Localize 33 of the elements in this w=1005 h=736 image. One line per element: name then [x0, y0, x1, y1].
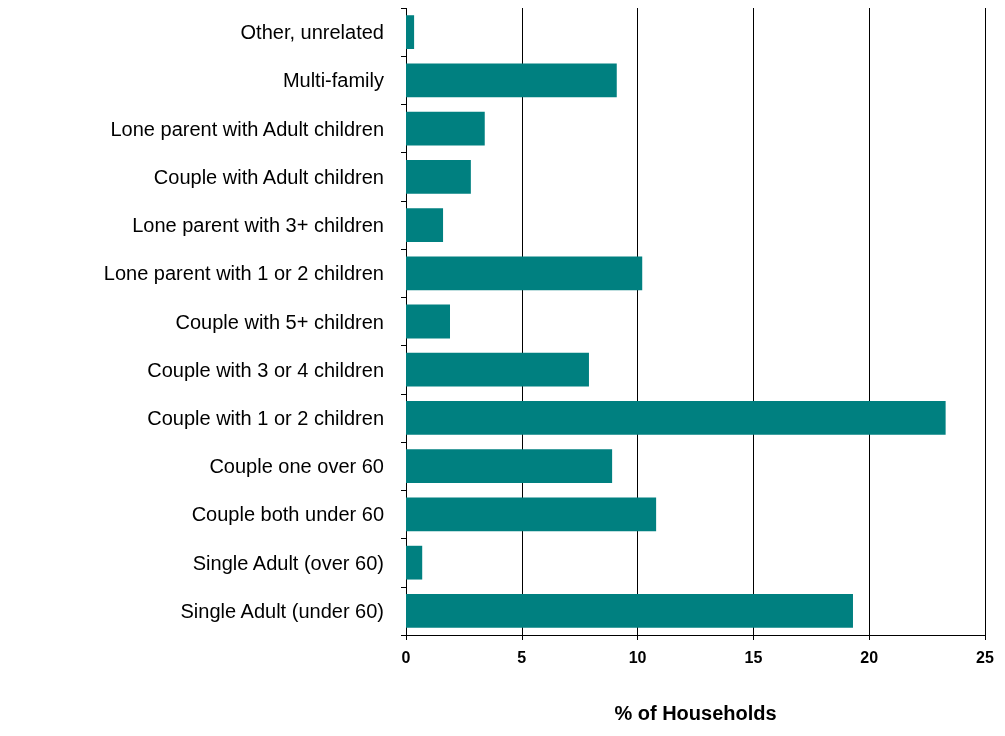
- y-tick-label: Couple both under 60: [191, 503, 384, 526]
- bar: [406, 497, 657, 532]
- x-tick-label: 25: [976, 648, 994, 666]
- x-tick-label: 0: [401, 648, 411, 666]
- bar: [406, 594, 853, 628]
- bar: [406, 401, 946, 435]
- y-tick-label: Lone parent with Adult children: [110, 117, 384, 140]
- bar: [406, 15, 415, 49]
- bar: [406, 159, 471, 194]
- bar: [406, 63, 617, 98]
- bar: [406, 111, 485, 146]
- y-tick-label: Single Adult (under 60): [180, 599, 384, 622]
- x-tick-label: 20: [860, 648, 879, 666]
- y-tick-label: Other, unrelated: [240, 21, 384, 44]
- x-axis-title: % of Households: [614, 702, 777, 724]
- y-tick-label: Couple one over 60: [209, 455, 384, 478]
- bar: [406, 449, 613, 484]
- x-tick-label: 5: [517, 648, 527, 666]
- bar: [406, 208, 444, 242]
- y-tick-label: Couple with 5+ children: [175, 310, 384, 333]
- bar: [406, 352, 589, 387]
- y-tick-label: Lone parent with 3+ children: [132, 214, 384, 237]
- y-tick-label: Multi-family: [282, 69, 384, 92]
- y-tick-label: Lone parent with 1 or 2 children: [103, 262, 384, 285]
- x-tick-label: 15: [744, 648, 763, 666]
- y-tick-label: Couple with 3 or 4 children: [147, 358, 384, 381]
- bar: [406, 256, 643, 291]
- y-tick-label: Couple with Adult children: [153, 165, 384, 188]
- y-tick-label: Single Adult (over 60): [192, 551, 384, 574]
- x-tick-label: 10: [628, 648, 647, 666]
- bar: [406, 304, 450, 339]
- y-tick-label: Couple with 1 or 2 children: [147, 406, 384, 429]
- bar: [406, 545, 423, 580]
